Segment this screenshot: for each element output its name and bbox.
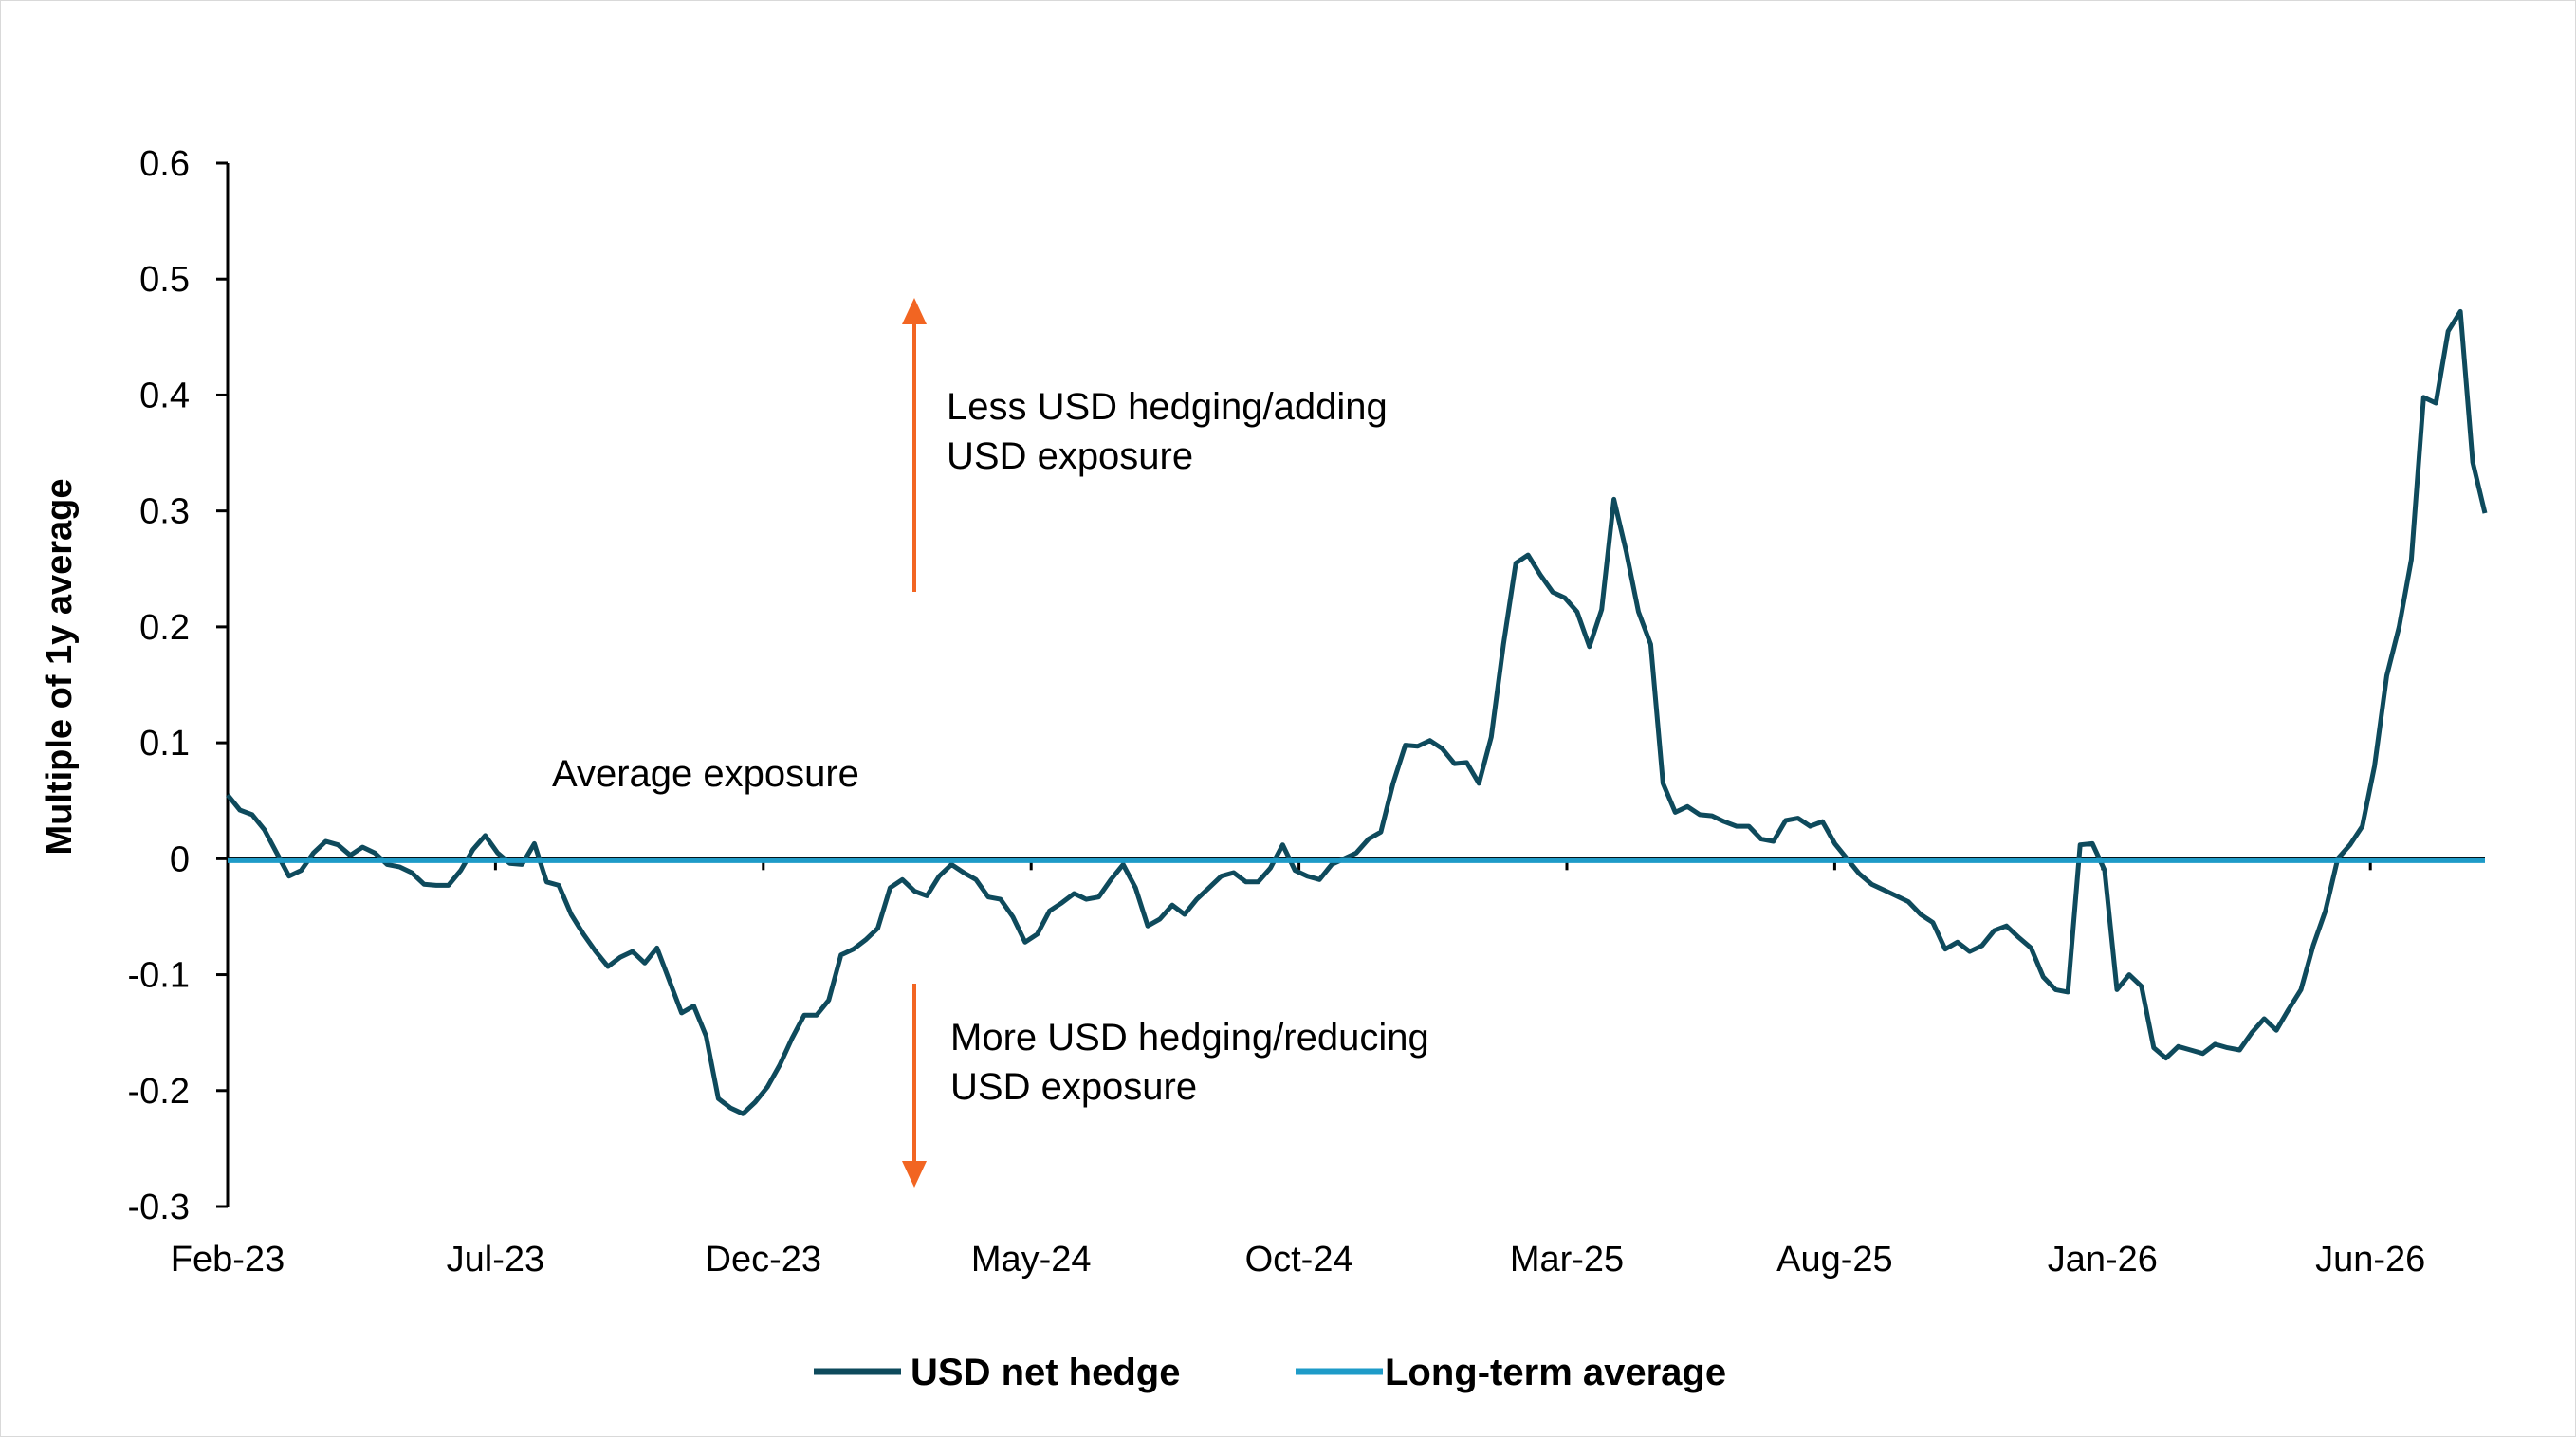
x-tick-label: Aug-25 (1776, 1240, 1893, 1280)
legend-label-usd-net-hedge: USD net hedge (911, 1352, 1180, 1393)
series-layer (226, 308, 2488, 1116)
y-tick-label: 0.6 (139, 144, 190, 184)
legend-label-long-term-average: Long-term average (1385, 1352, 1726, 1393)
y-tick-label: 0 (170, 839, 190, 879)
up-arrow-head (902, 298, 927, 324)
annotation-less-line1: Less USD hedging/adding (947, 386, 1388, 428)
x-tick-label: Mar-25 (1510, 1240, 1624, 1280)
annotation-more-line1: More USD hedging/reducing (950, 1017, 1429, 1059)
annotation-less-hedging: Less USD hedging/adding USD exposure (902, 298, 1388, 592)
y-tick-label: 0.4 (139, 376, 190, 415)
y-tick-label: -0.1 (128, 956, 190, 996)
y-tick-label: -0.2 (128, 1072, 190, 1112)
x-tick-label: Jan-26 (2048, 1240, 2158, 1280)
x-tick-label: May-24 (971, 1240, 1092, 1280)
x-axis: Feb-23 Jul-23 Dec-23 May-24 Oct-24 Mar-25 Aug-… (171, 857, 2485, 1280)
y-tick-label: 0.2 (139, 608, 190, 648)
annotation-average-text: Average exposure (552, 753, 859, 795)
y-axis: 0.6 0.5 0.4 0.3 0.2 0.1 0 -0.1 -0.2 -0.3 (128, 144, 230, 1227)
annotation-less-line2: USD exposure (947, 435, 1193, 477)
y-tick-label: 0.5 (139, 260, 190, 300)
annotation-more-line2: USD exposure (950, 1066, 1197, 1108)
y-tick-label: 0.1 (139, 724, 190, 764)
x-tick-label: Feb-23 (171, 1240, 285, 1280)
x-tick-label: Dec-23 (706, 1240, 822, 1280)
annotation-average: Average exposure (552, 753, 859, 795)
series-line-usd-net-hedge (226, 308, 2488, 1116)
x-tick-label: Oct-24 (1245, 1240, 1353, 1280)
legend: USD net hedge Long-term average (814, 1352, 1726, 1393)
y-tick-label: -0.3 (128, 1188, 190, 1227)
x-tick-label: Jul-23 (447, 1240, 545, 1280)
x-tick-label: Jun-26 (2315, 1240, 2425, 1280)
annotation-more-hedging: More USD hedging/reducing USD exposure (902, 984, 1429, 1188)
down-arrow-head (902, 1161, 927, 1188)
y-tick-label: 0.3 (139, 492, 190, 532)
y-axis-title: Multiple of 1y average (40, 478, 80, 855)
